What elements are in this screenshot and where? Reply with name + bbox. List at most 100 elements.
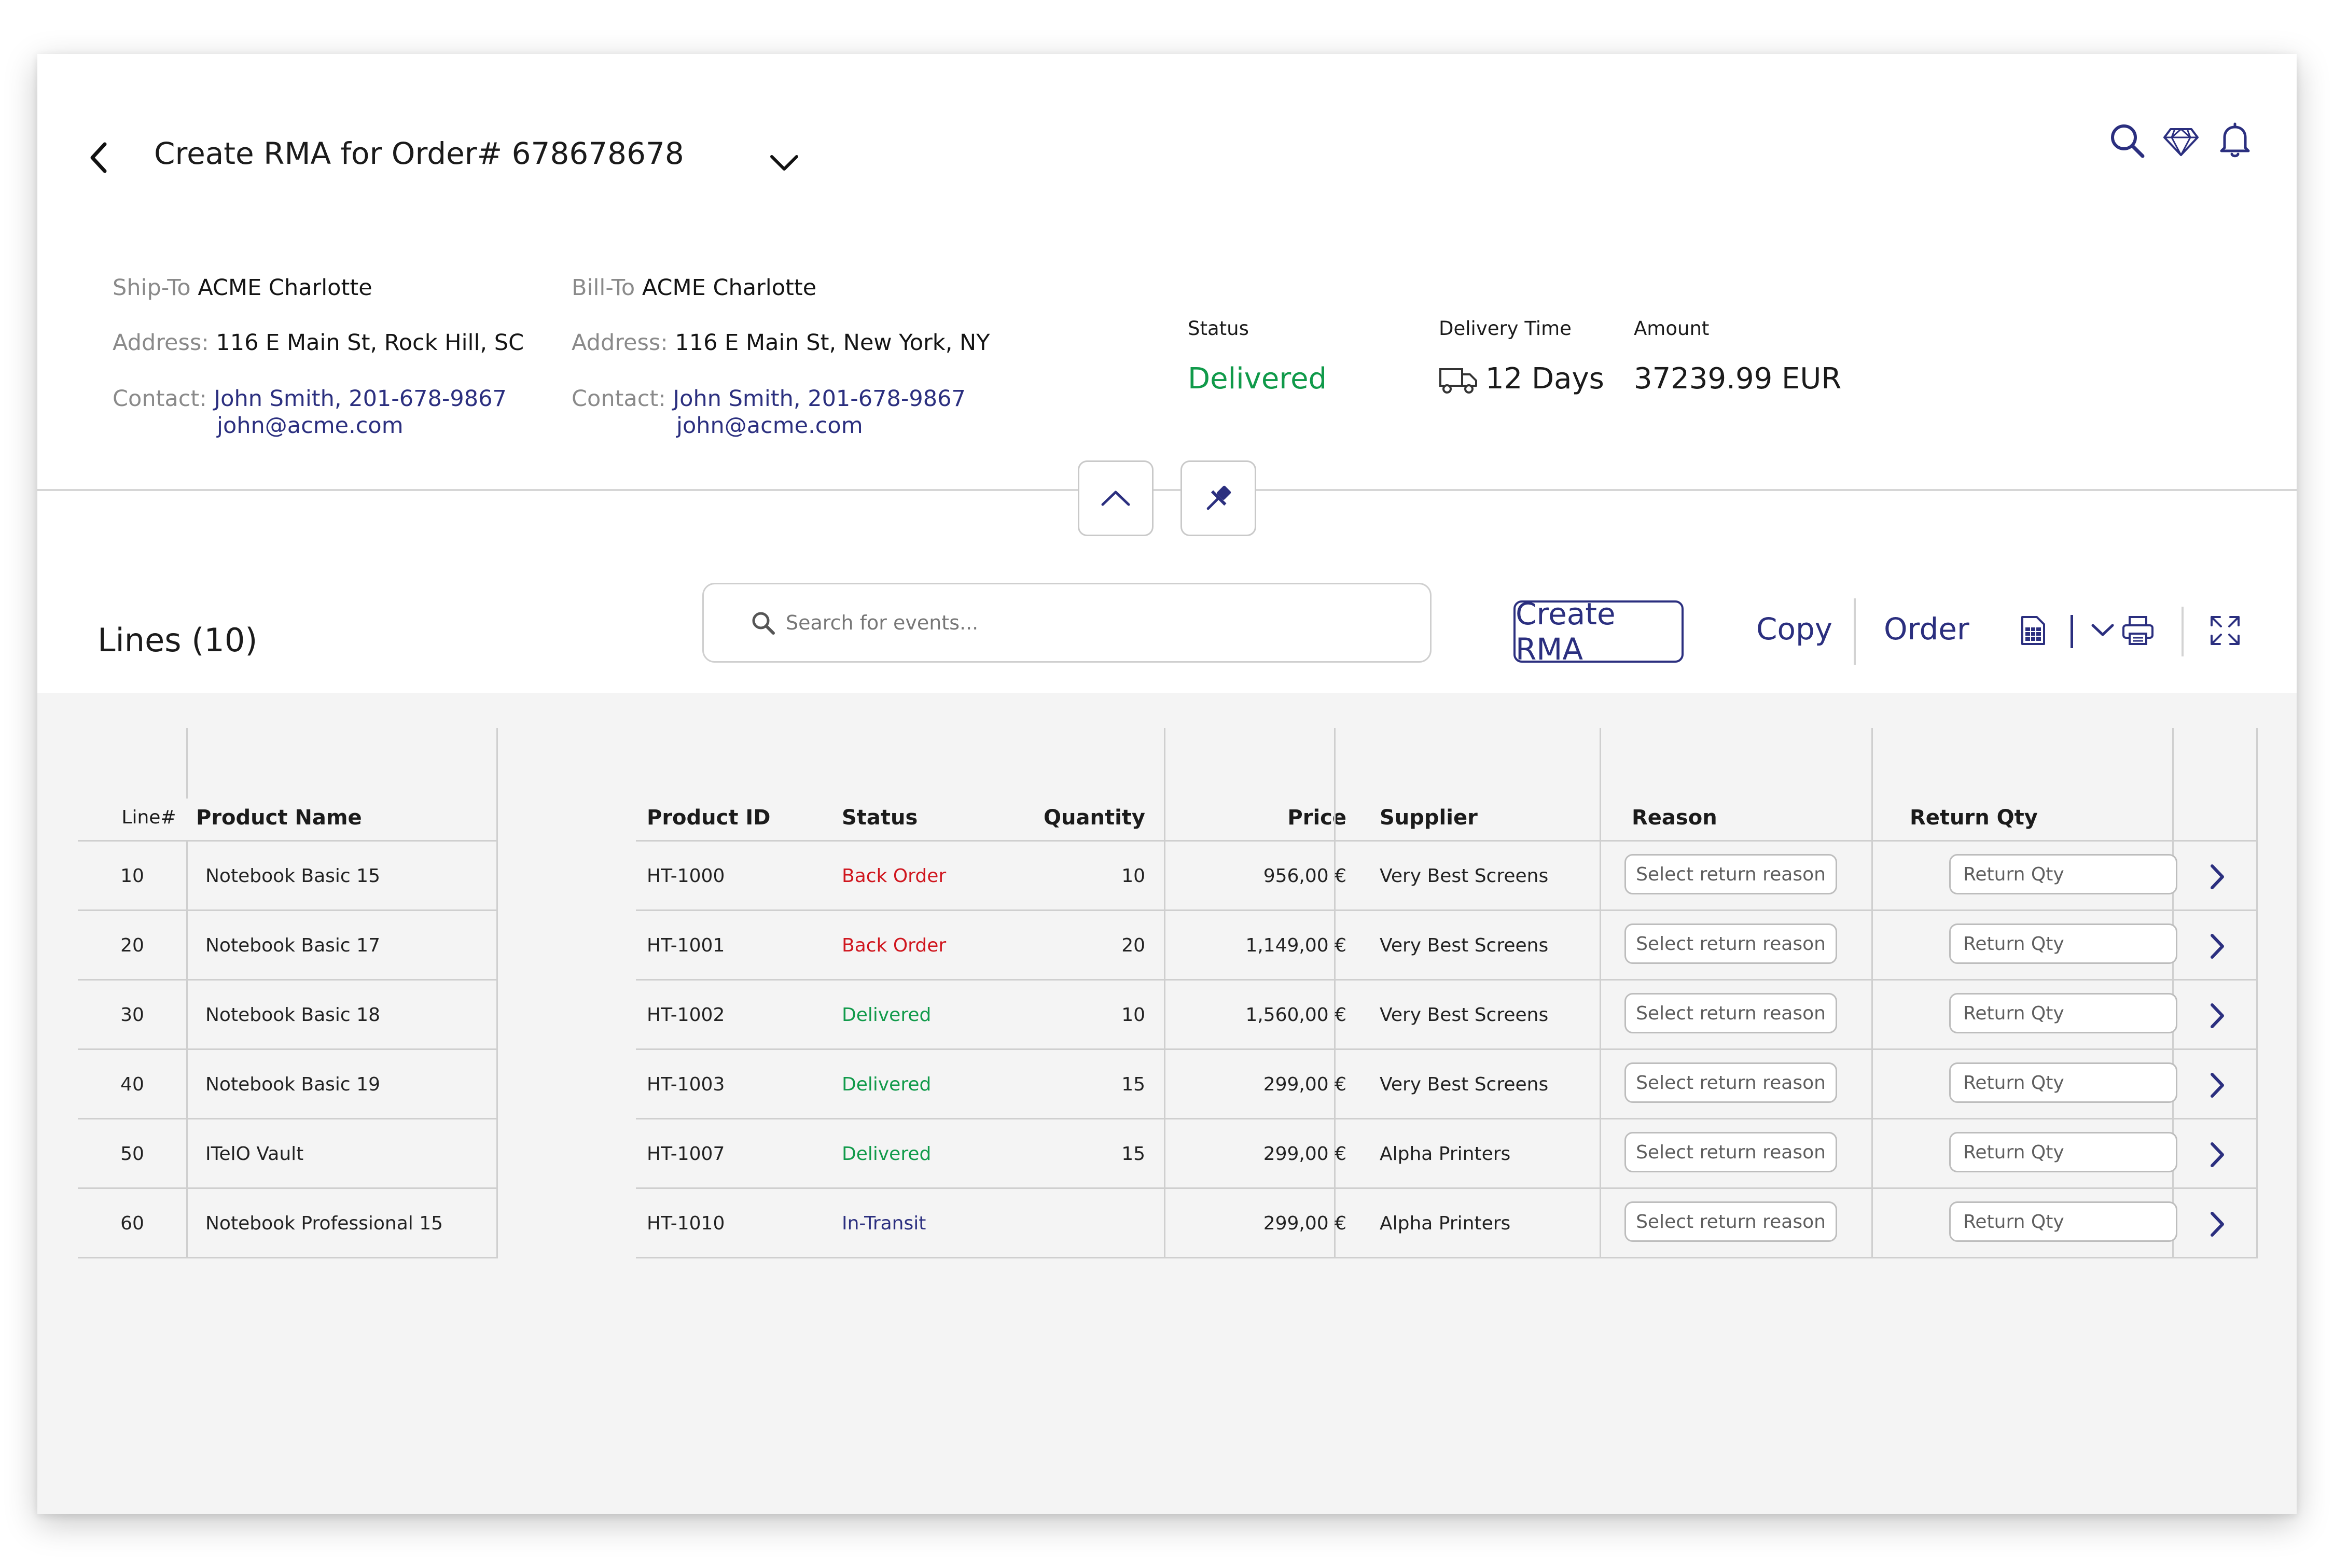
row-detail-button[interactable] [2201,1208,2232,1241]
bill-to-contact-value[interactable]: John Smith, 201-678-9867 [673,386,966,412]
chevron-right-icon [2211,864,2224,889]
return-reason-select[interactable]: Select return reason [1624,923,1837,964]
bell-icon [2220,122,2250,158]
quantity: 10 [1121,865,1145,887]
table-row: HT-1007 Delivered 15 299,00 € Alpha Prin… [636,1119,2258,1189]
toolbar-separator [2182,607,2184,656]
delivery-time-label: Delivery Time [1439,317,1572,340]
return-qty-input[interactable]: Return Qty [1949,1062,2177,1103]
left-table-header-rule [78,840,498,842]
status-badge: Delivered [842,1004,932,1026]
left-table-divider [186,728,188,799]
col-header-product-name: Product Name [196,806,362,830]
print-button[interactable] [2118,610,2158,651]
col-header-line: Line# [121,807,176,828]
col-header-reason: Reason [1632,806,1717,830]
line-number: 10 [120,865,144,887]
copy-button[interactable]: Copy [1756,611,1833,647]
bill-to-email[interactable]: john@acme.com [676,413,863,439]
bill-to-email-value[interactable]: john@acme.com [676,413,863,439]
col-header-supplier: Supplier [1380,806,1478,830]
product-name: Notebook Basic 17 [205,935,380,956]
col-header-price: Price [1287,806,1346,830]
row-detail-button[interactable] [2201,1069,2232,1102]
row-rule [78,1257,498,1258]
status-badge: Delivered [842,1074,932,1095]
bill-to-contact: Contact: John Smith, 201-678-9867 [572,386,966,412]
price: 956,00 € [1263,865,1346,887]
return-reason-select[interactable]: Select return reason [1624,854,1837,894]
ship-to-email[interactable]: john@acme.com [217,413,404,439]
return-qty-input[interactable]: Return Qty [1949,993,2177,1033]
pin-icon [1206,485,1231,510]
table-row: HT-1003 Delivered 15 299,00 € Very Best … [636,1050,2258,1119]
row-detail-button[interactable] [2201,999,2232,1032]
col-header-return-qty: Return Qty [1910,806,2038,830]
create-rma-button[interactable]: Create RMA [1513,596,1684,667]
notifications-button[interactable] [2212,117,2258,164]
return-reason-select[interactable]: Select return reason [1624,1062,1837,1103]
export-spreadsheet-button[interactable] [2012,610,2054,651]
truck-icon [1439,366,1478,397]
supplier: Very Best Screens [1380,1004,1549,1026]
status-badge: Delivered [842,1143,932,1165]
ship-to-email-value[interactable]: john@acme.com [217,413,404,439]
ship-to-name: ACME Charlotte [198,275,372,301]
row-detail-button[interactable] [2201,1138,2232,1171]
row-divider [186,1050,188,1119]
return-reason-select[interactable]: Select return reason [1624,1132,1837,1172]
line-number: 50 [120,1143,144,1165]
col-header-quantity: Quantity [1044,806,1145,830]
bill-to-address: Address: 116 E Main St, New York, NY [572,330,990,356]
expand-icon [2211,616,2240,645]
product-id: HT-1010 [647,1213,725,1234]
product-name: Notebook Basic 18 [205,1004,380,1026]
table-row: HT-1010 In-Transit 299,00 € Alpha Printe… [636,1189,2258,1258]
return-qty-input[interactable]: Return Qty [1949,923,2177,964]
right-table-header-rule [636,840,2258,842]
return-qty-input[interactable]: Return Qty [1949,854,2177,894]
ship-to-contact-label: Contact: [113,386,207,412]
ship-to-contact-value[interactable]: John Smith, 201-678-9867 [214,386,507,412]
row-rule [636,1118,2258,1119]
return-reason-select[interactable]: Select return reason [1624,993,1837,1033]
print-options-dropdown[interactable] [2089,615,2116,646]
fullscreen-button[interactable] [2204,610,2246,651]
col-header-status: Status [842,806,918,830]
amount-value: 37239.99 EUR [1634,362,1842,396]
back-button[interactable] [78,132,119,184]
quantity: 20 [1121,935,1145,956]
chevron-down-icon [770,155,798,171]
line-number: 20 [120,935,144,956]
supplier: Very Best Screens [1380,1074,1549,1095]
row-detail-button[interactable] [2201,860,2232,893]
collapse-header-button[interactable] [1078,460,1154,536]
bill-to-contact-label: Contact: [572,386,666,412]
premium-button[interactable] [2158,117,2204,164]
ship-to-address-value: 116 E Main St, Rock Hill, SC [216,330,524,356]
table-row: HT-1002 Delivered 10 1,560,00 € Very Bes… [636,981,2258,1050]
return-reason-select[interactable]: Select return reason [1624,1201,1837,1242]
left-table-row: 10 Notebook Basic 15 [78,842,498,911]
chevron-right-icon [2211,1142,2224,1167]
product-name: Notebook Basic 19 [205,1074,380,1095]
row-rule [78,1187,498,1189]
search-input[interactable]: Search for events... [702,583,1432,663]
bill-to: Bill-To ACME Charlotte [572,275,816,301]
price: 1,149,00 € [1245,935,1346,956]
pin-header-button[interactable] [1180,460,1256,536]
return-qty-input[interactable]: Return Qty [1949,1201,2177,1242]
order-button[interactable]: Order [1884,611,1969,647]
return-qty-input[interactable]: Return Qty [1949,1132,2177,1172]
row-rule [636,1257,2258,1258]
col-divider [1871,728,1873,1258]
search-button[interactable] [2104,117,2150,164]
spreadsheet-icon [2021,616,2045,645]
quantity: 15 [1121,1143,1145,1165]
row-detail-button[interactable] [2201,930,2232,963]
order-dropdown-toggle[interactable] [763,142,805,184]
status-label: Status [1188,317,1249,340]
row-divider [186,1189,188,1258]
status-badge: Back Order [842,865,947,887]
printer-icon [2122,616,2154,645]
